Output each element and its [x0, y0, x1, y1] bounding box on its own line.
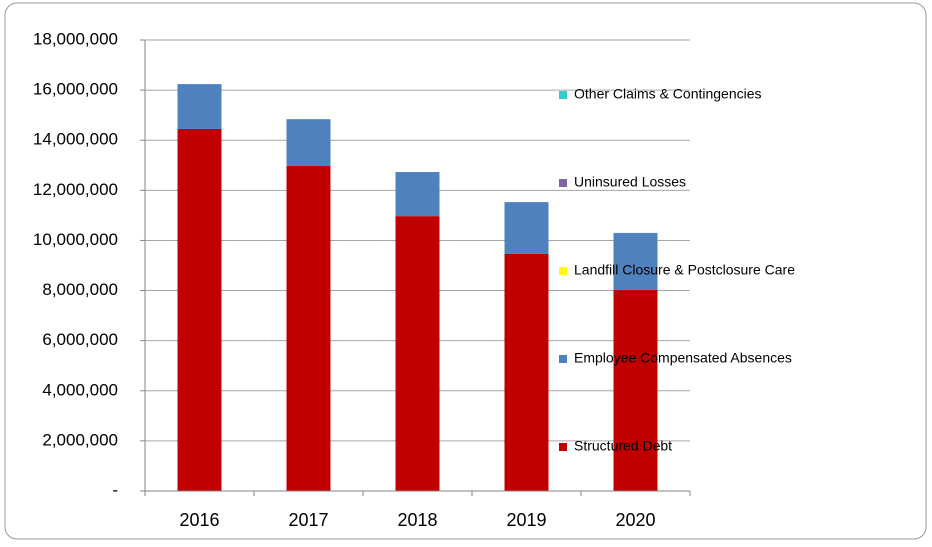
y-tick-label: 6,000,000 [42, 330, 118, 349]
legend-swatch [559, 91, 567, 99]
x-tick-label: 2016 [179, 510, 219, 530]
y-tick-label: 12,000,000 [33, 180, 118, 199]
legend-swatch [559, 267, 567, 275]
x-tick-label: 2019 [506, 510, 546, 530]
chart-frame [4, 2, 927, 540]
bar-segment [504, 202, 549, 254]
legend-label: Other Claims & Contingencies [574, 86, 762, 102]
y-tick-label: - [112, 480, 118, 499]
y-tick-label: 2,000,000 [42, 430, 118, 449]
y-tick-label: 4,000,000 [42, 380, 118, 399]
bar-segment [286, 166, 331, 491]
bar-segment [395, 172, 440, 217]
bar-segment [613, 290, 658, 491]
legend-label: Landfill Closure & Postclosure Care [574, 262, 795, 278]
bar-segment [395, 216, 440, 491]
x-tick-label: 2017 [288, 510, 328, 530]
bar-segment [613, 232, 658, 291]
legend-label: Uninsured Losses [574, 174, 686, 190]
y-tick-label: 18,000,000 [33, 29, 118, 48]
y-tick-label: 14,000,000 [33, 130, 118, 149]
y-tick-label: 8,000,000 [42, 280, 118, 299]
legend-swatch [559, 355, 567, 363]
bar-segment [177, 84, 222, 129]
legend-label: Employee Compensated Absences [574, 350, 792, 366]
bar-segment [504, 253, 549, 491]
bar-segment [286, 119, 331, 167]
legend-swatch [559, 443, 567, 451]
x-tick-label: 2020 [615, 510, 655, 530]
y-tick-label: 10,000,000 [33, 230, 118, 249]
legend-label: Structured Debt [574, 438, 672, 454]
x-tick-label: 2018 [397, 510, 437, 530]
y-tick-label: 16,000,000 [33, 80, 118, 99]
legend-swatch [559, 179, 567, 187]
bar-segment [177, 128, 222, 492]
